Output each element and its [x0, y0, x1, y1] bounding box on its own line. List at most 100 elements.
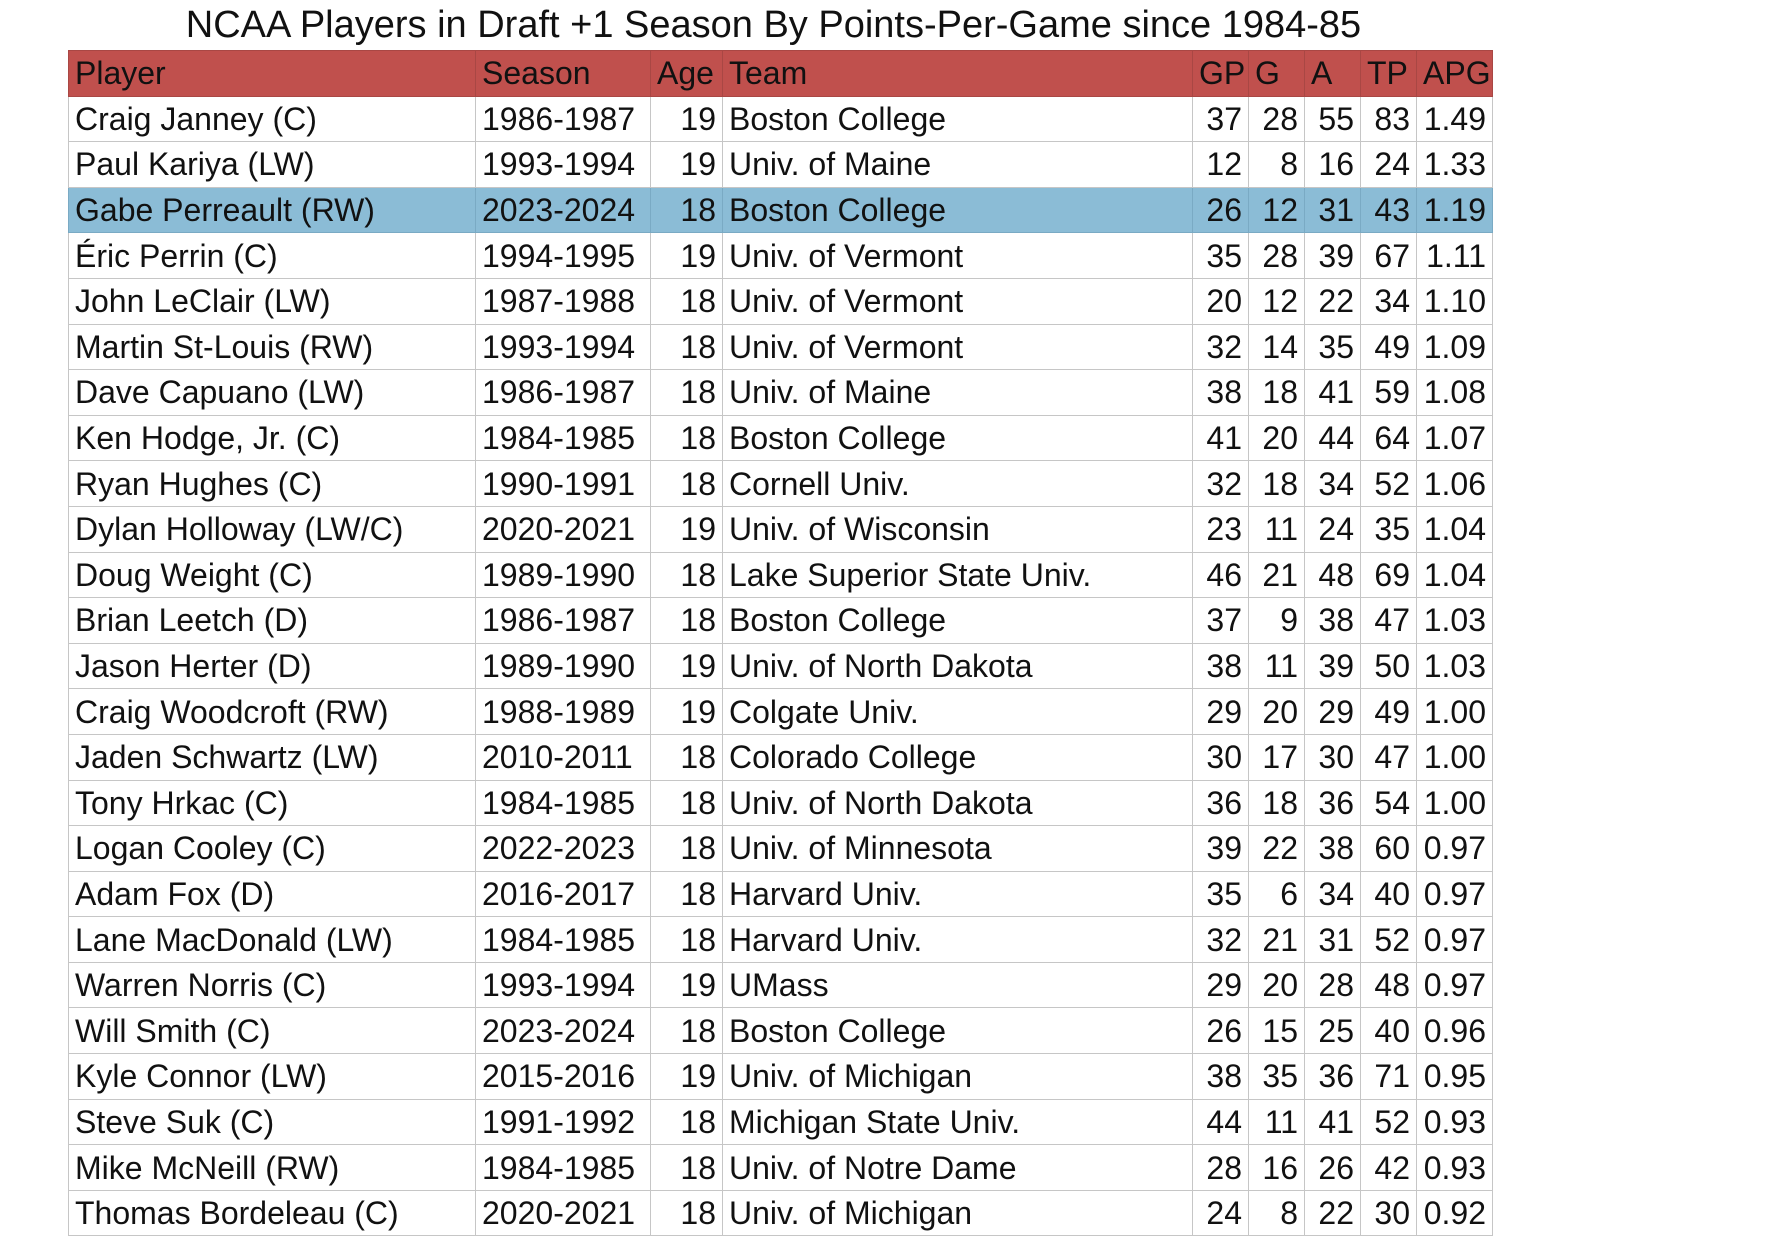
cell-player: Mike McNeill (RW) — [68, 1144, 476, 1191]
cell-gp: 36 — [1192, 779, 1249, 827]
cell-apg: 0.97 — [1416, 961, 1493, 1009]
table-row: Mike McNeill (RW) 1984-1985 18 Univ. of Not… — [68, 1144, 1493, 1191]
cell-apg: 0.95 — [1416, 1053, 1493, 1100]
cell-a: 48 — [1304, 551, 1361, 599]
cell-g: 12 — [1248, 277, 1305, 325]
cell-tp: 35 — [1360, 505, 1417, 553]
cell-season: 1994-1995 — [475, 232, 651, 279]
cell-season: 1986-1987 — [475, 597, 651, 644]
cell-apg: 1.07 — [1416, 414, 1493, 462]
cell-gp: 29 — [1192, 688, 1249, 735]
cell-player: Paul Kariya (LW) — [68, 141, 476, 188]
cell-gp: 46 — [1192, 551, 1249, 599]
cell-team: Univ. of Maine — [722, 141, 1193, 188]
cell-player: Dylan Holloway (LW/C) — [68, 505, 476, 553]
cell-gp: 44 — [1192, 1098, 1249, 1146]
cell-age: 18 — [650, 779, 723, 827]
cell-age: 19 — [650, 232, 723, 279]
cell-a: 31 — [1304, 916, 1361, 963]
cell-g: 6 — [1248, 870, 1305, 918]
cell-tp: 49 — [1360, 323, 1417, 371]
cell-apg: 1.33 — [1416, 141, 1493, 188]
cell-player: John LeClair (LW) — [68, 277, 476, 325]
cell-age: 19 — [650, 961, 723, 1009]
cell-a: 36 — [1304, 779, 1361, 827]
cell-g: 28 — [1248, 95, 1305, 143]
cell-team: Boston College — [722, 186, 1193, 234]
cell-team: Lake Superior State Univ. — [722, 551, 1193, 599]
cell-g: 8 — [1248, 1189, 1305, 1236]
cell-team: Harvard Univ. — [722, 870, 1193, 918]
table-row: Éric Perrin (C) 1994-1995 19 Univ. of Vermo… — [68, 232, 1493, 279]
cell-age: 18 — [650, 597, 723, 644]
table-title: NCAA Players in Draft +1 Season By Point… — [185, 4, 1362, 46]
table-row: Logan Cooley (C) 2022-2023 18 Univ. of Minn… — [68, 825, 1493, 872]
cell-season: 1986-1987 — [475, 369, 651, 416]
table-row: Kyle Connor (LW) 2015-2016 19 Univ. of Mich… — [68, 1053, 1493, 1100]
cell-team: UMass — [722, 961, 1193, 1009]
cell-gp: 30 — [1192, 733, 1249, 781]
cell-a: 39 — [1304, 232, 1361, 279]
cell-player: Lane MacDonald (LW) — [68, 916, 476, 963]
cell-gp: 23 — [1192, 505, 1249, 553]
cell-gp: 20 — [1192, 277, 1249, 325]
cell-age: 18 — [650, 1098, 723, 1146]
cell-gp: 26 — [1192, 1007, 1249, 1055]
cell-tp: 30 — [1360, 1189, 1417, 1236]
cell-apg: 0.93 — [1416, 1098, 1493, 1146]
cell-player: Craig Woodcroft (RW) — [68, 688, 476, 735]
cell-player: Craig Janney (C) — [68, 95, 476, 143]
cell-gp: 29 — [1192, 961, 1249, 1009]
cell-team: Boston College — [722, 95, 1193, 143]
cell-team: Univ. of Vermont — [722, 323, 1193, 371]
table-body: Craig Janney (C) 1986-1987 19 Boston Colleg… — [68, 95, 1493, 1236]
cell-g: 17 — [1248, 733, 1305, 781]
cell-gp: 32 — [1192, 460, 1249, 507]
cell-apg: 0.97 — [1416, 916, 1493, 963]
table-row: Jason Herter (D) 1989-1990 19 Univ. of Nort… — [68, 642, 1493, 690]
cell-player: Kyle Connor (LW) — [68, 1053, 476, 1100]
cell-player: Ken Hodge, Jr. (C) — [68, 414, 476, 462]
cell-gp: 37 — [1192, 95, 1249, 143]
cell-apg: 1.08 — [1416, 369, 1493, 416]
cell-a: 38 — [1304, 825, 1361, 872]
cell-g: 18 — [1248, 460, 1305, 507]
table-row: Dave Capuano (LW) 1986-1987 18 Univ. of Mai… — [68, 369, 1493, 416]
cell-apg: 1.06 — [1416, 460, 1493, 507]
cell-season: 2020-2021 — [475, 1189, 651, 1236]
cell-g: 15 — [1248, 1007, 1305, 1055]
cell-season: 1984-1985 — [475, 414, 651, 462]
cell-player: Dave Capuano (LW) — [68, 369, 476, 416]
cell-tp: 83 — [1360, 95, 1417, 143]
cell-age: 19 — [650, 95, 723, 143]
cell-apg: 1.49 — [1416, 95, 1493, 143]
cell-team: Univ. of Maine — [722, 369, 1193, 416]
header-row: Player Season Age Team GP G A TP APG — [68, 50, 1493, 97]
cell-a: 25 — [1304, 1007, 1361, 1055]
cell-tp: 50 — [1360, 642, 1417, 690]
cell-season: 1984-1985 — [475, 1144, 651, 1191]
cell-apg: 1.11 — [1416, 232, 1493, 279]
table-row: Warren Norris (C) 1993-1994 19 UMass 29 20 28 4… — [68, 961, 1493, 1009]
column-header-gp: GP — [1192, 50, 1249, 97]
cell-season: 2022-2023 — [475, 825, 651, 872]
column-header-season: Season — [475, 50, 651, 97]
cell-tp: 40 — [1360, 1007, 1417, 1055]
cell-gp: 41 — [1192, 414, 1249, 462]
cell-player: Brian Leetch (D) — [68, 597, 476, 644]
cell-g: 28 — [1248, 232, 1305, 279]
stats-table: Player Season Age Team GP G A TP APG Cra… — [68, 50, 1493, 1236]
cell-g: 21 — [1248, 551, 1305, 599]
cell-team: Colorado College — [722, 733, 1193, 781]
cell-tp: 49 — [1360, 688, 1417, 735]
cell-tp: 59 — [1360, 369, 1417, 416]
cell-a: 22 — [1304, 277, 1361, 325]
cell-age: 19 — [650, 688, 723, 735]
table-row: Steve Suk (C) 1991-1992 18 Michigan State U… — [68, 1098, 1493, 1146]
cell-apg: 1.00 — [1416, 779, 1493, 827]
cell-gp: 39 — [1192, 825, 1249, 872]
cell-a: 38 — [1304, 597, 1361, 644]
cell-g: 8 — [1248, 141, 1305, 188]
cell-season: 1993-1994 — [475, 961, 651, 1009]
cell-tp: 52 — [1360, 460, 1417, 507]
